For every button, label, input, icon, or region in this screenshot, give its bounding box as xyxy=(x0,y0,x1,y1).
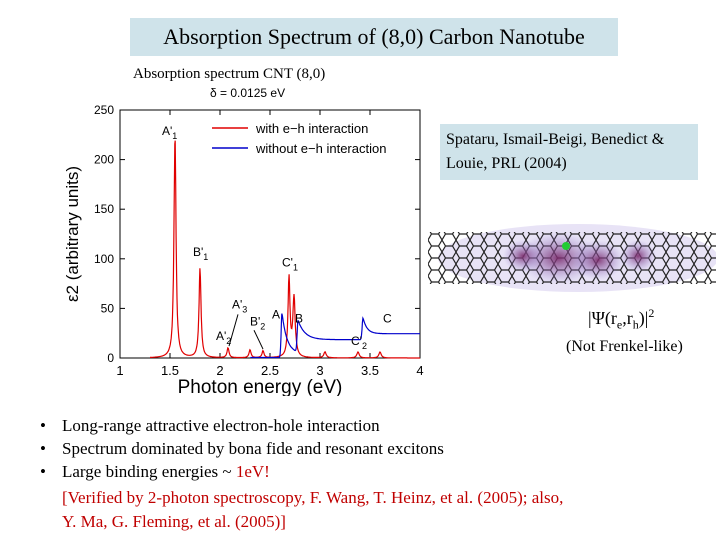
y-tick-label: 100 xyxy=(94,252,114,266)
bullet-list: • Long-range attractive electron-hole int… xyxy=(40,414,444,483)
y-tick-label: 50 xyxy=(101,301,115,315)
reference-line-1: Spataru, Ismail-Beigi, Benedict & xyxy=(446,131,665,148)
broadening-label: δ = 0.0125 eV xyxy=(210,86,286,100)
x-tick-label: 3 xyxy=(316,363,323,378)
reference-line-2: Louie, PRL (2004) xyxy=(446,155,567,172)
peak-label: C'1 xyxy=(282,256,298,273)
verification-note: [Verified by 2-photon spectroscopy, F. W… xyxy=(62,486,563,534)
chart-subtitle: Absorption spectrum CNT (8,0) xyxy=(133,66,326,82)
x-tick-label: 3.5 xyxy=(361,363,379,378)
series-line-with-eh xyxy=(150,140,420,359)
wavefunction-label: |Ψ(re,rh)|2 xyxy=(588,306,655,332)
bullet-item: • Spectrum dominated by bona fide and res… xyxy=(40,439,444,458)
series-line-without-eh xyxy=(250,313,420,359)
y-tick-label: 200 xyxy=(94,153,114,167)
x-tick-label: 1 xyxy=(116,363,123,378)
not-frenkel-label: (Not Frenkel-like) xyxy=(566,338,683,355)
peak-label: C'2 xyxy=(351,334,367,351)
peak-label: A'2 xyxy=(216,329,231,346)
bullet-item: • Long-range attractive electron-hole int… xyxy=(40,416,380,435)
annotation-arrow xyxy=(253,330,264,350)
reference-box: Spataru, Ismail-Beigi, Benedict & Louie,… xyxy=(440,124,698,180)
peak-label: B'2 xyxy=(250,314,265,331)
y-axis-label: ε2 (arbitrary units) xyxy=(63,166,82,302)
peak-label: A'3 xyxy=(232,297,247,314)
x-axis-label: Photon energy (eV) xyxy=(178,377,343,396)
nanotube-wavefunction-image xyxy=(428,224,716,292)
y-tick-label: 0 xyxy=(107,351,114,365)
peak-label: A xyxy=(272,307,280,321)
y-tick-label: 250 xyxy=(94,103,114,117)
slide-title: Absorption Spectrum of (8,0) Carbon Nano… xyxy=(130,18,618,56)
x-tick-label: 4 xyxy=(416,363,423,378)
bullet-item: • Large binding energies ~ 1eV! xyxy=(40,462,270,481)
absorption-chart: 1 1.5 2 2.5 3 3.5 4 0 50 100 150 200 250 Photon energ… xyxy=(63,103,424,396)
peak-label: B'1 xyxy=(193,245,208,262)
verification-line-1: [Verified by 2-photon spectroscopy, F. W… xyxy=(62,488,564,507)
x-tick-label: 1.5 xyxy=(161,363,179,378)
peak-label: B xyxy=(295,311,303,325)
x-tick-label: 2 xyxy=(216,363,223,378)
y-tick-label: 150 xyxy=(94,202,114,216)
legend-label-without-eh: without e−h interaction xyxy=(255,141,386,156)
peak-label: C xyxy=(383,311,392,325)
peak-label: A'1 xyxy=(162,124,177,141)
annotation-arrow xyxy=(228,314,239,347)
verification-line-2: Y. Ma, G. Fleming, et al. (2005)] xyxy=(62,512,286,531)
x-tick-label: 2.5 xyxy=(261,363,279,378)
legend-label-with-eh: with e−h interaction xyxy=(255,121,368,136)
